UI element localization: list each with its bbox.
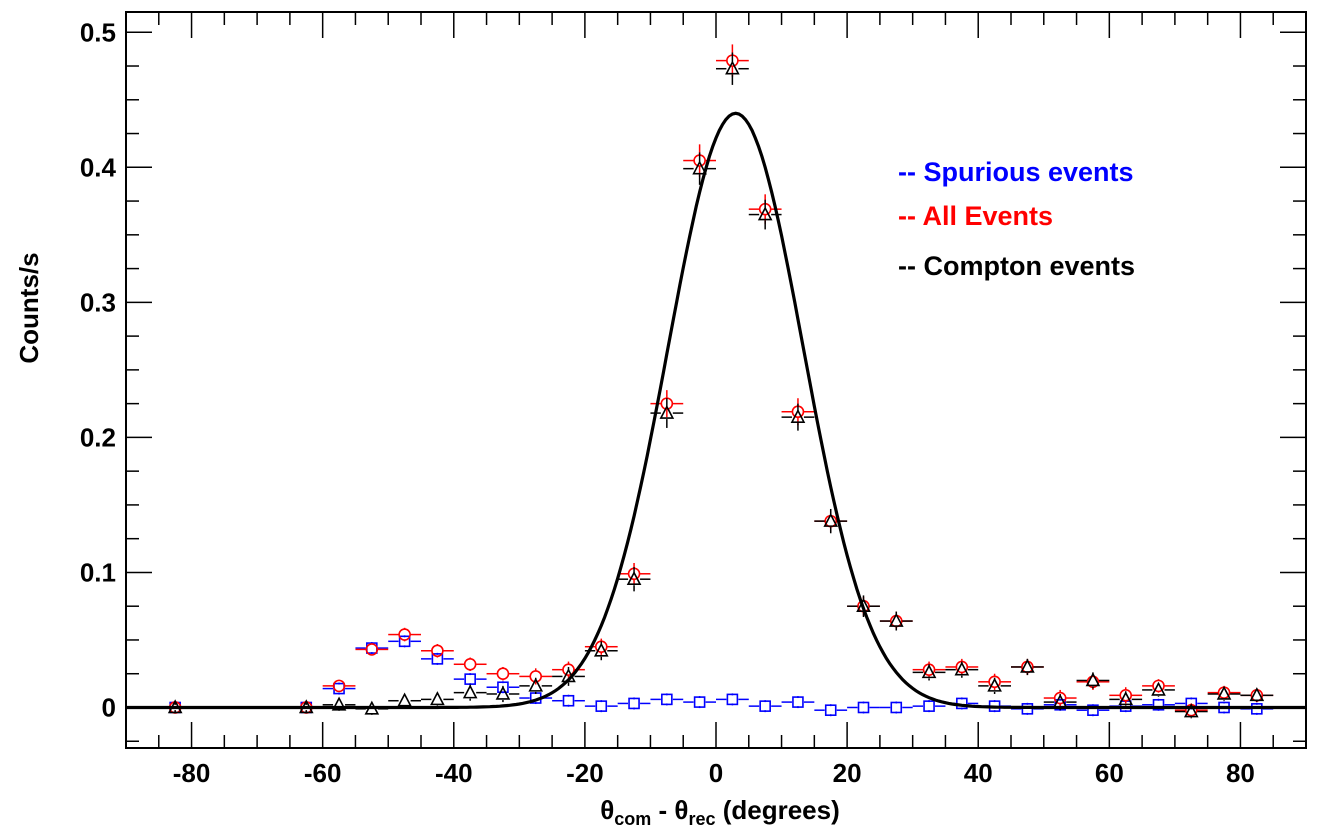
square-marker <box>497 681 509 694</box>
x-axis-theta-2: θ <box>674 795 688 825</box>
legend-entry-all: -- All Events <box>898 201 1053 231</box>
x-axis-sub-rec: rec <box>688 809 715 826</box>
x-axis-minus: - <box>651 795 674 825</box>
triangle-marker <box>1216 685 1232 700</box>
axes: -80 -60 -40 -20 0 20 40 60 80 0 0.1 0.2 0.3 0.4 0.5 <box>80 11 1307 788</box>
triangle-marker <box>954 661 970 676</box>
x-axis-sub-com: com <box>614 809 651 826</box>
square-marker <box>431 653 444 665</box>
circle-marker <box>594 640 608 654</box>
triangle-marker <box>1020 658 1035 673</box>
circle-marker <box>1053 691 1067 705</box>
triangle-marker <box>1118 691 1134 706</box>
y-tick-label: 0.3 <box>80 287 116 317</box>
square-marker <box>923 700 935 712</box>
square-marker <box>759 700 771 712</box>
plot-frame <box>125 11 1307 749</box>
x-tick-label: 80 <box>1226 758 1255 788</box>
x-tick-label: -80 <box>173 758 211 788</box>
series-circle <box>158 44 1274 717</box>
triangle-marker <box>495 685 511 700</box>
circle-marker <box>1152 679 1165 693</box>
triangle-marker <box>528 677 544 692</box>
circle-marker <box>398 628 411 641</box>
circle-marker <box>365 643 379 656</box>
triangle-marker <box>1183 703 1199 718</box>
triangle-marker <box>331 696 347 711</box>
y-tick-label: 0 <box>102 692 116 722</box>
circle-marker <box>529 670 543 683</box>
circle-marker <box>660 397 674 410</box>
x-tick-label: -20 <box>566 758 604 788</box>
square-marker <box>857 701 870 714</box>
x-tick-label: 20 <box>833 758 862 788</box>
y-tick-label: 0.4 <box>80 152 117 182</box>
series-triangle <box>158 52 1274 719</box>
triangle-marker <box>593 642 609 657</box>
triangle-marker <box>757 206 773 221</box>
square-marker <box>464 673 476 685</box>
triangle-marker <box>823 512 839 527</box>
triangle-marker <box>1249 687 1265 702</box>
triangle-marker <box>1151 681 1166 696</box>
square-marker <box>628 697 640 710</box>
square-marker <box>595 700 608 712</box>
triangle-marker <box>659 404 675 419</box>
triangle-marker <box>888 612 904 627</box>
x-axis-theta-1: θ <box>600 795 614 825</box>
circle-marker <box>562 663 575 676</box>
triangle-marker <box>692 160 707 175</box>
legend-entry-spurious: -- Spurious events <box>898 157 1134 187</box>
square-marker <box>824 704 837 716</box>
square-marker <box>1152 698 1165 711</box>
circle-marker <box>431 644 444 658</box>
square-marker <box>726 693 739 706</box>
y-tick-label: 0.1 <box>80 557 116 587</box>
triangle-marker <box>921 664 937 679</box>
triangle-marker <box>987 677 1002 692</box>
triangle-marker <box>725 60 740 75</box>
y-axis-title: Counts/s <box>14 252 44 363</box>
square-marker <box>792 696 804 708</box>
legend: -- Spurious events -- All Events -- Comp… <box>898 157 1135 281</box>
triangle-marker <box>626 570 642 585</box>
circle-marker <box>988 675 1001 689</box>
square-marker <box>661 693 673 706</box>
circle-marker <box>496 667 510 681</box>
triangle-marker <box>462 684 478 699</box>
fit-curve <box>126 111 1306 710</box>
x-tick-label: -40 <box>435 758 473 788</box>
plot-area <box>126 44 1306 719</box>
triangle-marker <box>790 408 806 423</box>
x-axis-units: (degrees) <box>716 795 840 825</box>
x-tick-label: 60 <box>1095 758 1124 788</box>
square-marker <box>562 694 575 707</box>
x-tick-label: -60 <box>304 758 342 788</box>
x-tick-label: 0 <box>709 758 723 788</box>
circle-marker <box>1119 689 1133 702</box>
square-marker <box>398 635 411 648</box>
square-marker <box>890 701 903 714</box>
x-axis-title: θcom - θrec (degrees) <box>600 795 840 826</box>
triangle-marker <box>1085 672 1101 687</box>
circle-marker <box>332 679 346 693</box>
triangle-marker <box>397 692 412 707</box>
square-marker <box>693 696 706 708</box>
y-tick-label: 0.5 <box>80 17 116 47</box>
circle-marker <box>463 657 477 671</box>
legend-entry-compton: -- Compton events <box>898 251 1135 281</box>
square-marker <box>1087 704 1099 716</box>
y-tick-label: 0.2 <box>80 422 116 452</box>
x-tick-label: 40 <box>964 758 993 788</box>
triangle-marker <box>430 691 445 706</box>
